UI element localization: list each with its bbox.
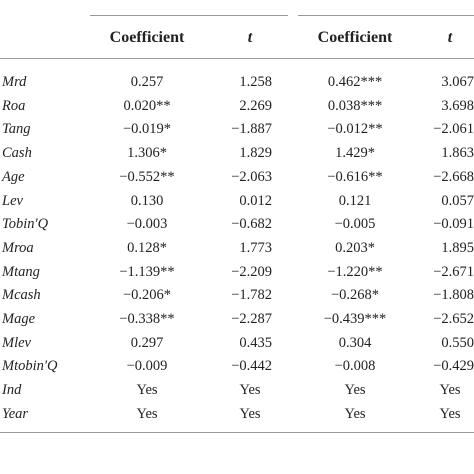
table-cell: 0.550 [441,334,474,351]
table-cell: −2.652 [433,311,474,327]
table-cell: 1.773 [239,239,272,256]
table-cell: 0.130 [130,192,164,209]
table-cell: 0.121 [338,192,372,209]
table-cell: −0.552** [119,168,175,185]
table-cell: 0.020** [123,97,171,114]
table-cell: 0.012 [239,192,272,209]
row-label: Mrd [2,74,27,90]
table-cell: 1.895 [441,239,474,256]
table-cell: Yes [239,382,261,399]
bottom-rule [0,432,474,433]
row-label: Ind [2,382,22,399]
table-cell: −2.063 [231,168,272,185]
table-cell: −2.671 [433,263,474,280]
row-label: Mroa [2,239,34,256]
row-label: Mage [2,311,36,327]
table-cell: 2.269 [239,97,272,114]
row-label: Year [2,405,29,422]
table-cell: −0.338** [119,311,175,327]
table-cell: −0.012** [327,121,383,138]
table-cell: −0.005 [334,216,376,233]
table-cell: 0.462*** [327,74,383,90]
table-cell: 0.304 [338,334,372,351]
table-cell: Yes [439,382,461,399]
table-cell: Yes [136,405,158,422]
table-cell: Yes [344,382,366,399]
table-cell: 0.057 [441,192,474,209]
table-cell: −0.429 [433,358,474,375]
table-cell: 1.429* [335,145,375,162]
table-cell: −2.061 [433,121,474,138]
table-cell: −0.008 [334,358,376,375]
table-cell: −0.439*** [323,311,387,327]
table-cell: 0.257 [130,74,164,90]
table-cell: −0.206* [122,287,172,304]
row-label: Mlev [2,334,31,351]
table-cell: 1.863 [441,145,474,162]
table-cell: 0.038*** [327,97,383,114]
table-cell: 3.067 [441,74,474,90]
table-cell: −0.003 [126,216,168,233]
table-cell: −0.442 [231,358,272,375]
table-cell: −2.287 [231,311,272,327]
table-cell: Yes [344,405,366,422]
row-label: Tang [2,121,31,138]
row-label: Cash [2,145,32,162]
table-cell: Yes [136,382,158,399]
table-cell: −0.019* [122,121,172,138]
table-cell: −1.808 [433,287,474,304]
table-cell: −0.268* [330,287,380,304]
row-label: Roa [2,97,26,114]
table-cell: Yes [239,405,261,422]
table-cell: 3.698 [441,97,474,114]
row-label: Age [2,168,25,185]
table-cell: Yes [439,405,461,422]
column-header: t [247,29,253,46]
table-cell: −2.668 [433,168,474,185]
table-cell: −1.139** [119,263,175,280]
table-cell: −1.220** [327,263,383,280]
header-rule [0,58,474,59]
row-label: Tobin'Q [2,216,49,233]
column-header: Coefficient [317,29,393,46]
table-cell: −0.616** [327,168,383,185]
group-rule [90,15,288,16]
table-cell: −0.009 [126,358,168,375]
table-cell: −0.682 [231,216,272,233]
table-cell: 0.435 [239,334,272,351]
table-cell: 1.258 [239,74,272,90]
table-cell: −1.782 [231,287,272,304]
table-cell: 0.128* [127,239,167,256]
row-label: Lev [2,192,23,209]
table-cell: 0.203* [335,239,375,256]
column-header: Coefficient [109,29,185,46]
table-cell: −2.209 [231,263,272,280]
table-cell: 1.829 [239,145,272,162]
table-cell: 0.297 [130,334,164,351]
row-label: Mtobin'Q [2,358,58,375]
table-cell: 1.306* [127,145,167,162]
group-rule [298,15,474,16]
row-label: Mcash [2,287,41,304]
row-label: Mtang [2,263,40,280]
table-cell: −1.887 [231,121,272,138]
table-cell: −0.091 [433,216,474,233]
column-header: t [447,29,453,46]
